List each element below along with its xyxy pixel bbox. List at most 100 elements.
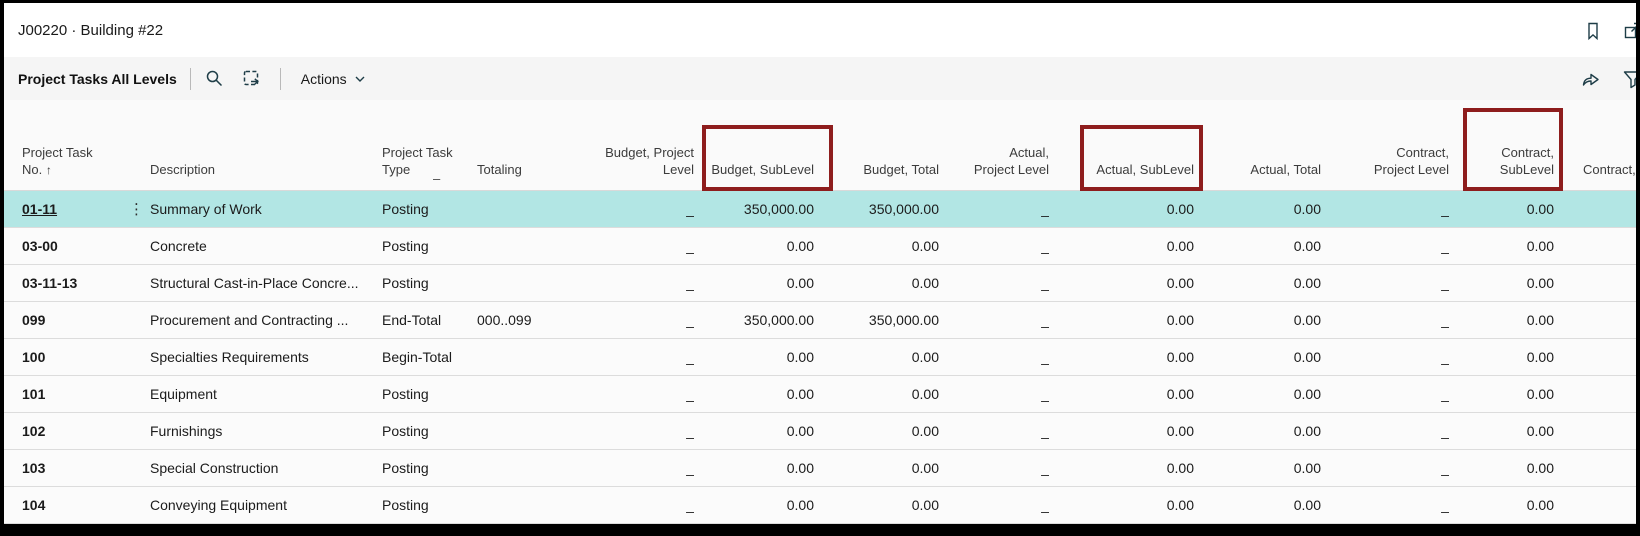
cell-actual-sublevel[interactable]: 0.00 bbox=[1166, 386, 1194, 402]
cell-contract-sublevel[interactable]: 0.00 bbox=[1526, 423, 1554, 439]
cell-contract-project-level[interactable]: _ bbox=[1441, 312, 1449, 328]
cell-project-task-type[interactable]: Posting bbox=[382, 238, 429, 254]
cell-actual-sublevel[interactable]: 0.00 bbox=[1166, 423, 1194, 439]
analyze-icon[interactable] bbox=[241, 68, 263, 90]
cell-budget-total[interactable]: 0.00 bbox=[911, 497, 939, 513]
table-row[interactable]: 102 Furnishings Posting _ 0.00 0.00 _ 0.… bbox=[4, 413, 1636, 450]
cell-actual-project-level[interactable]: _ bbox=[1041, 423, 1049, 439]
cell-actual-sublevel[interactable]: 0.00 bbox=[1166, 349, 1194, 365]
column-header-actual-sublevel[interactable]: Actual, SubLevel bbox=[1096, 162, 1194, 178]
cell-budget-total[interactable]: 350,000.00 bbox=[868, 201, 939, 217]
cell-task-no[interactable]: 03-00 bbox=[22, 238, 58, 254]
cell-budget-project-level[interactable]: _ bbox=[686, 386, 694, 402]
bookmark-icon[interactable] bbox=[1583, 21, 1603, 41]
cell-project-task-type[interactable]: Posting bbox=[382, 275, 429, 291]
table-row[interactable]: 104 Conveying Equipment Posting _ 0.00 0… bbox=[4, 487, 1636, 524]
cell-budget-sublevel[interactable]: 0.00 bbox=[786, 460, 814, 476]
cell-task-no[interactable]: 099 bbox=[22, 312, 46, 328]
cell-contract-project-level[interactable]: _ bbox=[1441, 238, 1449, 254]
cell-contract-project-level[interactable]: _ bbox=[1441, 201, 1449, 217]
column-header-contract-sublevel[interactable]: Contract, SubLevel bbox=[1499, 144, 1554, 178]
cell-contract-project-level[interactable]: _ bbox=[1441, 497, 1449, 513]
cell-project-task-type[interactable]: Posting bbox=[382, 460, 429, 476]
cell-budget-project-level[interactable]: _ bbox=[686, 275, 694, 291]
cell-budget-sublevel[interactable]: 0.00 bbox=[786, 423, 814, 439]
cell-actual-total[interactable]: 0.00 bbox=[1293, 460, 1321, 476]
cell-project-task-type[interactable]: Begin-Total bbox=[382, 349, 453, 365]
column-header-actual-total[interactable]: Actual, Total bbox=[1250, 162, 1321, 178]
cell-description[interactable]: Summary of Work bbox=[150, 201, 262, 217]
cell-task-no[interactable]: 103 bbox=[22, 460, 46, 476]
cell-actual-total[interactable]: 0.00 bbox=[1293, 423, 1321, 439]
cell-budget-total[interactable]: 350,000.00 bbox=[868, 312, 939, 328]
cell-contract-sublevel[interactable]: 0.00 bbox=[1526, 238, 1554, 254]
cell-budget-project-level[interactable]: _ bbox=[686, 349, 694, 365]
cell-contract-project-level[interactable]: _ bbox=[1441, 386, 1449, 402]
cell-project-task-type[interactable]: Posting bbox=[382, 386, 429, 402]
table-row[interactable]: 100 Specialties Requirements Begin-Total… bbox=[4, 339, 1636, 376]
column-header-description[interactable]: Description bbox=[150, 162, 216, 178]
filter-icon[interactable] bbox=[1622, 68, 1636, 90]
cell-task-no[interactable]: 03-11-13 bbox=[22, 275, 78, 291]
cell-actual-project-level[interactable]: _ bbox=[1041, 460, 1049, 476]
cell-budget-project-level[interactable]: _ bbox=[686, 201, 694, 217]
cell-contract-project-level[interactable]: _ bbox=[1441, 349, 1449, 365]
table-row[interactable]: 101 Equipment Posting _ 0.00 0.00 _ 0.00… bbox=[4, 376, 1636, 413]
column-header-totaling[interactable]: Totaling bbox=[477, 162, 522, 178]
cell-contract-project-level[interactable]: _ bbox=[1441, 423, 1449, 439]
cell-budget-project-level[interactable]: _ bbox=[686, 312, 694, 328]
cell-budget-total[interactable]: 0.00 bbox=[911, 275, 939, 291]
cell-description[interactable]: Special Construction bbox=[150, 460, 279, 476]
cell-description[interactable]: Equipment bbox=[150, 386, 217, 402]
column-header-budget-sublevel[interactable]: Budget, SubLevel bbox=[711, 162, 814, 178]
table-row[interactable]: 03-00 Concrete Posting _ 0.00 0.00 _ 0.0… bbox=[4, 228, 1636, 265]
share-icon[interactable] bbox=[1580, 68, 1602, 90]
cell-contract-project-level[interactable]: _ bbox=[1441, 275, 1449, 291]
cell-actual-sublevel[interactable]: 0.00 bbox=[1166, 238, 1194, 254]
cell-actual-sublevel[interactable]: 0.00 bbox=[1166, 201, 1194, 217]
cell-actual-project-level[interactable]: _ bbox=[1041, 497, 1049, 513]
cell-budget-sublevel[interactable]: 350,000.00 bbox=[743, 312, 814, 328]
cell-description[interactable]: Specialties Requirements bbox=[150, 349, 309, 365]
table-row[interactable]: 103 Special Construction Posting _ 0.00 … bbox=[4, 450, 1636, 487]
cell-budget-sublevel[interactable]: 0.00 bbox=[786, 386, 814, 402]
cell-budget-total[interactable]: 0.00 bbox=[911, 238, 939, 254]
column-header-actual-project-level[interactable]: Actual, Project Level bbox=[973, 144, 1049, 178]
cell-task-no[interactable]: 101 bbox=[22, 386, 46, 402]
cell-description[interactable]: Structural Cast-in-Place Concre... bbox=[150, 275, 359, 291]
cell-actual-total[interactable]: 0.00 bbox=[1293, 238, 1321, 254]
column-header-contract-cutoff[interactable]: Contract, bbox=[1583, 162, 1636, 178]
cell-budget-total[interactable]: 0.00 bbox=[911, 349, 939, 365]
cell-budget-sublevel[interactable]: 0.00 bbox=[786, 238, 814, 254]
cell-budget-sublevel[interactable]: 0.00 bbox=[786, 349, 814, 365]
table-row[interactable]: 01-11 ⋮ Summary of Work Posting _ 350,00… bbox=[4, 191, 1636, 228]
cell-task-no[interactable]: 01-11 bbox=[22, 201, 58, 217]
cell-budget-project-level[interactable]: _ bbox=[686, 423, 694, 439]
cell-actual-sublevel[interactable]: 0.00 bbox=[1166, 275, 1194, 291]
actions-menu-button[interactable]: Actions bbox=[295, 67, 372, 91]
cell-totaling[interactable]: 000..099 bbox=[477, 312, 532, 328]
cell-actual-total[interactable]: 0.00 bbox=[1293, 497, 1321, 513]
cell-budget-sublevel[interactable]: 350,000.00 bbox=[743, 201, 814, 217]
cell-actual-total[interactable]: 0.00 bbox=[1293, 201, 1321, 217]
cell-actual-project-level[interactable]: _ bbox=[1041, 386, 1049, 402]
cell-budget-project-level[interactable]: _ bbox=[686, 460, 694, 476]
cell-budget-project-level[interactable]: _ bbox=[686, 238, 694, 254]
column-header-contract-project-level[interactable]: Contract, Project Level bbox=[1373, 144, 1449, 178]
cell-project-task-type[interactable]: End-Total bbox=[382, 312, 442, 328]
cell-budget-total[interactable]: 0.00 bbox=[911, 460, 939, 476]
cell-budget-sublevel[interactable]: 0.00 bbox=[786, 275, 814, 291]
cell-actual-total[interactable]: 0.00 bbox=[1293, 275, 1321, 291]
table-row[interactable]: 03-11-13 Structural Cast-in-Place Concre… bbox=[4, 265, 1636, 302]
row-menu-button[interactable]: ⋮ bbox=[124, 200, 150, 218]
cell-contract-sublevel[interactable]: 0.00 bbox=[1526, 349, 1554, 365]
cell-project-task-type[interactable]: Posting bbox=[382, 201, 429, 217]
cell-contract-sublevel[interactable]: 0.00 bbox=[1526, 497, 1554, 513]
cell-task-no[interactable]: 102 bbox=[22, 423, 46, 439]
cell-task-no[interactable]: 100 bbox=[22, 349, 46, 365]
cell-contract-project-level[interactable]: _ bbox=[1441, 460, 1449, 476]
cell-contract-sublevel[interactable]: 0.00 bbox=[1526, 201, 1554, 217]
cell-actual-total[interactable]: 0.00 bbox=[1293, 312, 1321, 328]
column-header-project-task-type[interactable]: Project Task Type – bbox=[382, 144, 453, 187]
cell-actual-total[interactable]: 0.00 bbox=[1293, 349, 1321, 365]
